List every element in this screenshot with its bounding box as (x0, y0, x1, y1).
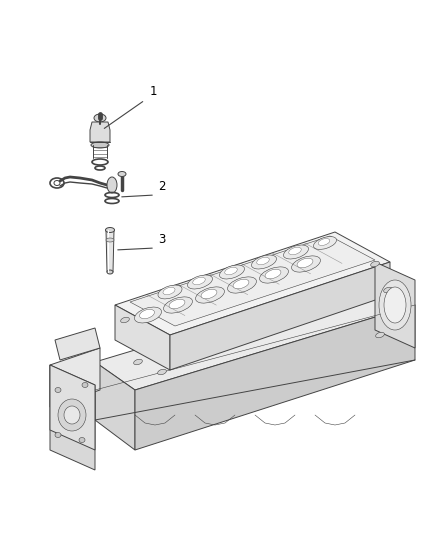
Ellipse shape (55, 387, 61, 392)
Ellipse shape (201, 289, 217, 298)
Polygon shape (170, 262, 390, 370)
Polygon shape (50, 348, 100, 407)
Ellipse shape (134, 307, 162, 323)
Ellipse shape (82, 383, 88, 387)
Ellipse shape (158, 285, 182, 299)
Polygon shape (115, 232, 390, 335)
Ellipse shape (251, 255, 276, 269)
Ellipse shape (64, 406, 80, 424)
Ellipse shape (260, 267, 289, 283)
Ellipse shape (169, 299, 185, 309)
Polygon shape (50, 365, 95, 470)
Ellipse shape (163, 287, 175, 295)
Ellipse shape (384, 287, 392, 293)
Ellipse shape (94, 114, 106, 122)
Polygon shape (95, 362, 135, 450)
Text: 2: 2 (158, 180, 166, 193)
Ellipse shape (289, 247, 301, 255)
Ellipse shape (55, 432, 61, 438)
Ellipse shape (314, 237, 336, 249)
Ellipse shape (297, 259, 313, 268)
Ellipse shape (158, 369, 166, 375)
Ellipse shape (394, 299, 403, 305)
Ellipse shape (106, 238, 114, 242)
Ellipse shape (379, 280, 411, 330)
Polygon shape (95, 278, 415, 390)
Ellipse shape (140, 309, 155, 319)
Ellipse shape (163, 297, 192, 313)
Ellipse shape (318, 239, 330, 245)
Polygon shape (375, 262, 415, 348)
Ellipse shape (292, 256, 321, 272)
Ellipse shape (371, 261, 379, 266)
Ellipse shape (283, 245, 308, 259)
Text: 3: 3 (158, 233, 166, 246)
Ellipse shape (228, 277, 256, 293)
Ellipse shape (118, 172, 126, 176)
Ellipse shape (257, 257, 269, 265)
Ellipse shape (187, 275, 212, 289)
Ellipse shape (106, 228, 114, 232)
Ellipse shape (225, 267, 237, 274)
Ellipse shape (58, 399, 86, 431)
Ellipse shape (233, 279, 249, 289)
Ellipse shape (196, 287, 224, 303)
Ellipse shape (265, 269, 281, 279)
Polygon shape (50, 365, 95, 450)
Polygon shape (90, 122, 110, 142)
Ellipse shape (384, 287, 406, 323)
Ellipse shape (376, 332, 385, 338)
Ellipse shape (219, 265, 244, 279)
Ellipse shape (134, 359, 142, 365)
Polygon shape (106, 230, 114, 272)
Polygon shape (130, 236, 375, 326)
Ellipse shape (91, 142, 109, 148)
Ellipse shape (120, 317, 129, 323)
Ellipse shape (107, 177, 117, 193)
Polygon shape (135, 305, 415, 450)
Ellipse shape (193, 277, 205, 285)
Ellipse shape (107, 270, 113, 274)
Text: 1: 1 (150, 85, 158, 98)
Ellipse shape (79, 438, 85, 442)
Polygon shape (55, 328, 100, 360)
Polygon shape (115, 305, 170, 370)
